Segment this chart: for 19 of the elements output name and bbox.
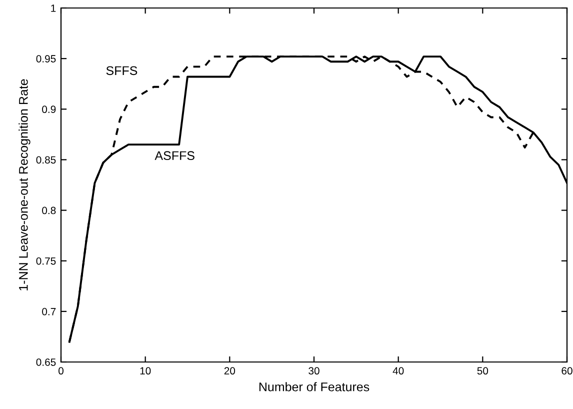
x-tick-label: 40	[392, 367, 404, 375]
y-tick-label: 0.7	[42, 308, 56, 316]
annotation: ASFFS	[154, 151, 194, 160]
x-tick-label: 50	[477, 367, 488, 375]
y-tick-label: 0.95	[36, 55, 56, 62]
x-tick-label: 60	[562, 367, 572, 375]
y-axis-title: 1-NN Leave-one-out Recognition Rate	[18, 79, 30, 290]
x-tick-label: 30	[308, 367, 320, 375]
y-tick-label: 0.8	[42, 206, 56, 214]
x-tick-label: 0	[58, 367, 64, 375]
x-tick-label: 20	[224, 367, 236, 375]
x-axis-title: Number of Features	[259, 382, 370, 392]
y-tick-label: 0.75	[36, 257, 56, 265]
annotation: SFFS	[106, 66, 138, 76]
y-tick-label: 1	[51, 4, 56, 12]
x-tick-label: 10	[140, 367, 151, 375]
y-tick-label: 0.85	[36, 156, 56, 164]
y-tick-label: 0.65	[36, 358, 56, 366]
y-tick-label: 0.9	[42, 106, 56, 114]
